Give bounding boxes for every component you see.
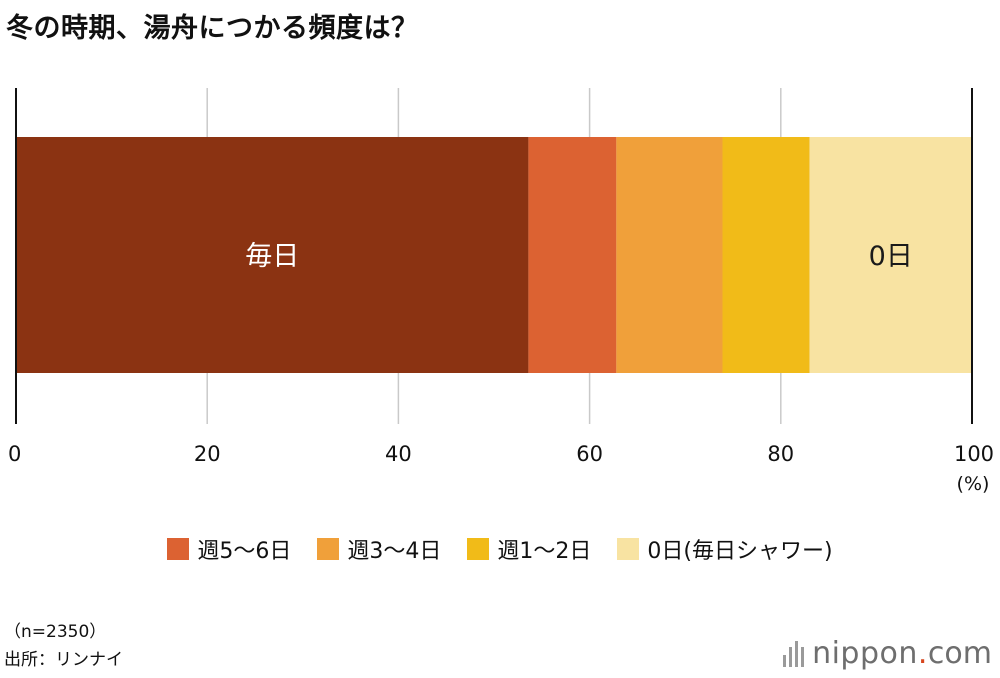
- logo-wordmark: nippon: [812, 636, 918, 671]
- segment-label-4: 0日: [869, 241, 913, 272]
- tick-label-80: 80: [767, 442, 794, 466]
- legend-label: 0日(毎日シャワー): [647, 539, 833, 564]
- axis: [15, 88, 973, 424]
- logo-dot: .: [917, 636, 928, 671]
- legend-swatch: [617, 538, 640, 560]
- bar-segment-2: [616, 137, 723, 373]
- legend-item-weekly-3-4: 週3〜4日: [317, 533, 441, 565]
- stacked-bar-chart: 0 20 40 60 80 100 毎日 0日 (%): [8, 88, 994, 495]
- logo-suffix: com: [927, 636, 992, 671]
- nippon-com-logo: nippon. com: [783, 636, 992, 671]
- legend-item-weekly-1-2: 週1〜2日: [467, 533, 591, 565]
- bar-segment-3: [722, 137, 810, 373]
- bar-segment-1: [528, 137, 617, 373]
- tick-label-20: 20: [194, 442, 221, 466]
- legend-label: 週3〜4日: [347, 539, 442, 564]
- legend-swatch: [467, 538, 490, 560]
- legend-swatch: [317, 538, 340, 560]
- legend: 週5〜6日 週3〜4日 週1〜2日 0日(毎日シャワー): [0, 533, 1000, 565]
- legend-item-weekly-5-6: 週5〜6日: [167, 533, 291, 565]
- legend-label: 週1〜2日: [497, 539, 592, 564]
- bar-segments: [16, 137, 972, 373]
- source-note: 出所：リンナイ: [4, 650, 123, 670]
- sample-size-note: （n=2350）: [4, 622, 107, 642]
- chart-title: 冬の時期、湯舟につかる頻度は？: [6, 13, 419, 44]
- bar-segment-4: [809, 137, 972, 373]
- bar-segment-0: [16, 137, 529, 373]
- legend-label: 週5〜6日: [197, 539, 292, 564]
- legend-item-zero-days: 0日(毎日シャワー): [617, 533, 833, 565]
- tick-label-40: 40: [385, 442, 412, 466]
- legend-swatch: [167, 538, 190, 560]
- tick-label-0: 0: [8, 442, 21, 466]
- tick-labels: 0 20 40 60 80 100: [8, 442, 994, 466]
- segment-label-0: 毎日: [245, 241, 299, 272]
- logo-mark-icon: [783, 640, 805, 667]
- segment-labels: 毎日 0日: [245, 241, 913, 272]
- tick-label-60: 60: [576, 442, 603, 466]
- tick-label-100: 100: [954, 442, 994, 466]
- x-axis-unit: (%): [957, 473, 990, 495]
